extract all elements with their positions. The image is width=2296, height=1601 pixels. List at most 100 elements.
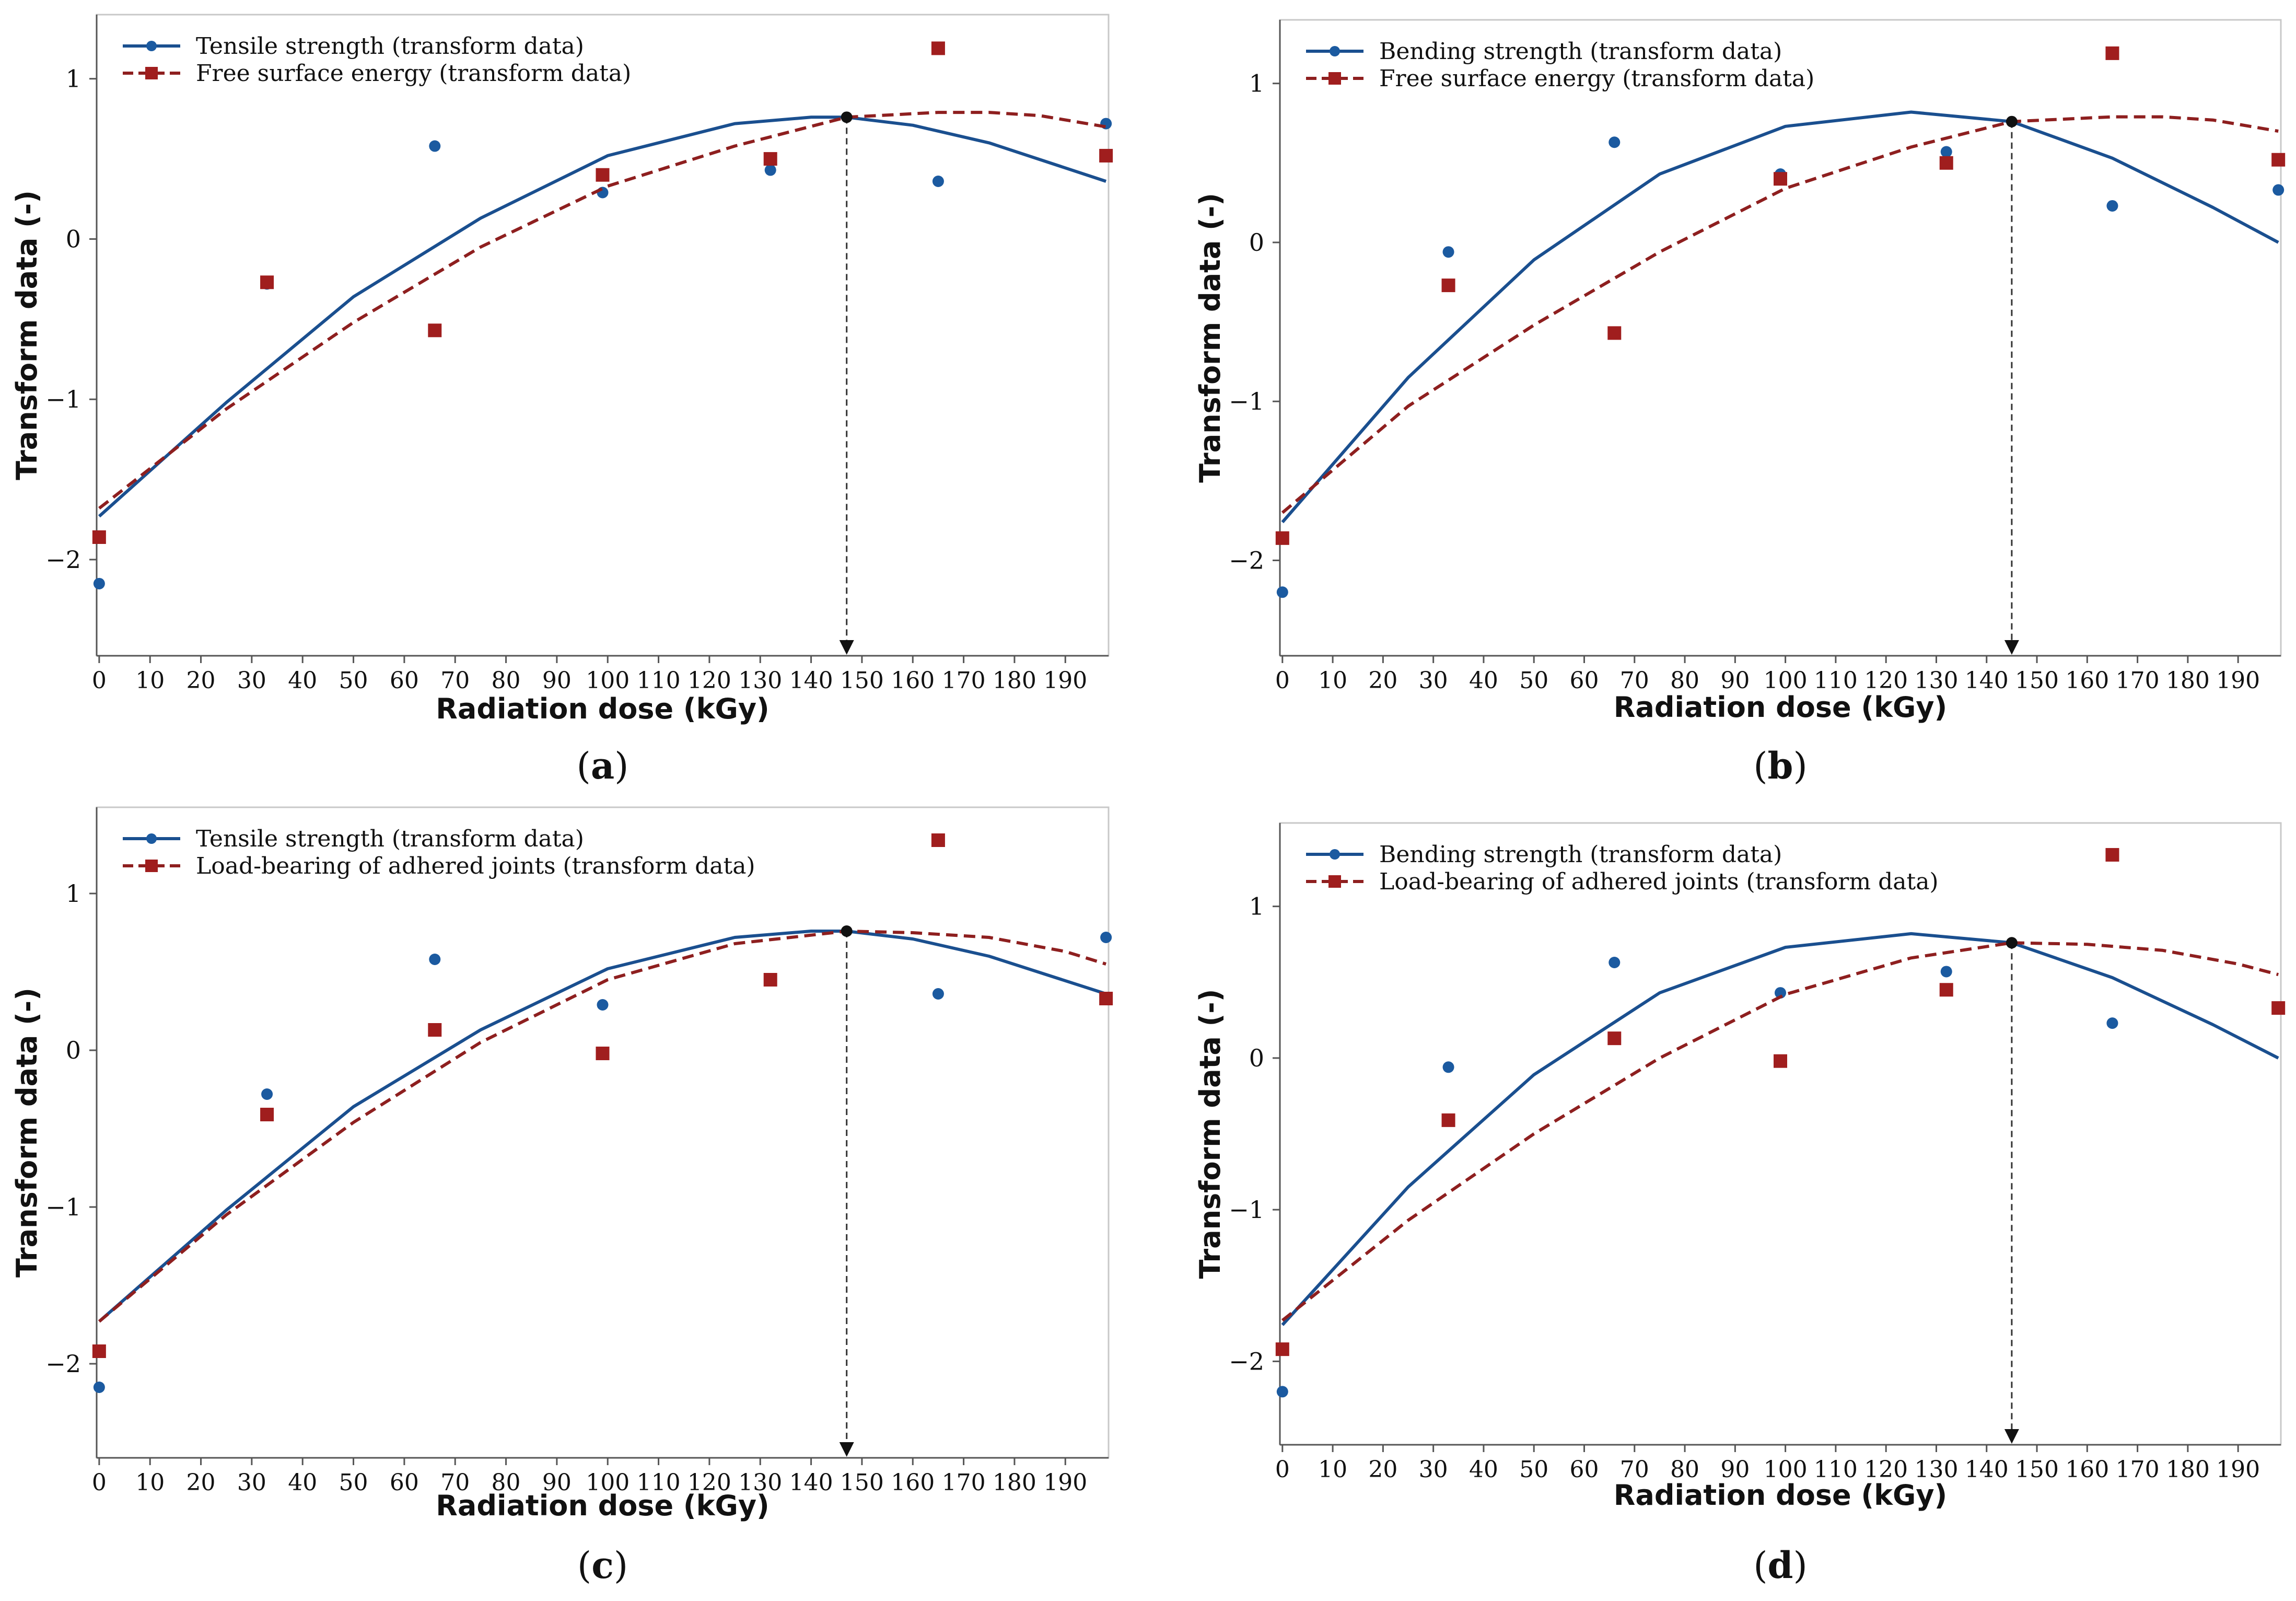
series-2-point — [1939, 156, 1953, 170]
x-tick-label: 70 — [1620, 1456, 1649, 1483]
x-tick-label: 130 — [738, 667, 782, 694]
series-2-point — [2105, 848, 2119, 862]
series-1-point — [2106, 1017, 2118, 1029]
series-2-point — [2271, 153, 2286, 167]
x-tick-label: 110 — [1814, 1456, 1858, 1483]
x-tick-label: 150 — [2015, 1456, 2059, 1483]
x-tick-label: 20 — [1368, 1456, 1397, 1483]
series-2-point — [2105, 46, 2119, 60]
legend-marker-1 — [146, 833, 157, 844]
x-tick-label: 170 — [2116, 1456, 2160, 1483]
series-1-point — [1276, 586, 1288, 598]
x-tick-label: 140 — [789, 1469, 833, 1496]
series-1-point — [1609, 957, 1621, 969]
series-2-point — [1607, 326, 1622, 340]
x-tick-label: 130 — [1914, 667, 1958, 694]
x-tick-label: 110 — [1814, 667, 1858, 694]
panel-label-open: ( — [1753, 745, 1767, 787]
x-tick-label: 40 — [1469, 667, 1498, 694]
series-1-fit-curve — [1281, 932, 2279, 1326]
x-tick-label: 170 — [942, 1469, 986, 1496]
x-tick-label: 30 — [1419, 667, 1448, 694]
optimum-arrow — [839, 1442, 854, 1457]
optimum-point — [2006, 115, 2018, 127]
panel-label-open: ( — [1753, 1544, 1767, 1587]
x-tick-label: 30 — [1419, 1456, 1448, 1483]
x-tick-label: 50 — [339, 1469, 368, 1496]
x-tick-label: 160 — [891, 667, 935, 694]
x-tick-label: 90 — [1720, 667, 1750, 694]
x-tick-label: 160 — [2065, 667, 2109, 694]
y-tick-label: −1 — [1229, 1196, 1264, 1224]
x-tick-label: 150 — [840, 667, 884, 694]
legend-entry-2: Load-bearing of adhered joints (transfor… — [196, 853, 755, 879]
x-tick-label: 60 — [390, 667, 419, 694]
panel-label-letter: a — [591, 744, 614, 787]
x-tick-label: 160 — [2065, 1456, 2109, 1483]
legend-marker-2 — [1328, 875, 1341, 888]
series-1-point — [429, 954, 441, 965]
x-tick-label: 60 — [390, 1469, 419, 1496]
x-tick-label: 140 — [1965, 667, 2009, 694]
x-tick-label: 70 — [440, 1469, 470, 1496]
legend-entry-2: Free surface energy (transform data) — [196, 60, 631, 87]
series-2-point — [1275, 1342, 1289, 1356]
optimum-point — [2006, 937, 2018, 949]
series-1-point — [1940, 146, 1952, 158]
series-1-fit-curve — [98, 115, 1107, 518]
series-1-point — [597, 999, 609, 1011]
series-2-point — [428, 1023, 442, 1037]
x-tick-label: 80 — [1670, 1456, 1699, 1483]
panel-label-open: ( — [577, 1544, 591, 1587]
x-tick-label: 120 — [687, 1469, 731, 1496]
legend-entry-1: Bending strength (transform data) — [1379, 38, 1782, 65]
series-2-point — [763, 152, 777, 166]
optimum-arrow — [2004, 640, 2019, 655]
x-tick-label: 10 — [135, 667, 165, 694]
x-tick-label: 60 — [1570, 1456, 1599, 1483]
panel-label-close: ) — [614, 1544, 628, 1587]
panel-label-letter: d — [1768, 1544, 1793, 1587]
x-tick-label: 180 — [993, 667, 1036, 694]
x-tick-label: 90 — [1720, 1456, 1750, 1483]
x-tick-label: 120 — [1864, 1456, 1908, 1483]
x-tick-label: 10 — [1318, 667, 1347, 694]
series-1-point — [932, 988, 944, 1000]
y-tick-label: 1 — [66, 879, 81, 908]
panel-label-close: ) — [1793, 1544, 1807, 1587]
y-axis-title: Transform data (-) — [10, 190, 43, 480]
series-2-point — [1939, 983, 1953, 997]
x-tick-label: 190 — [1043, 1469, 1087, 1496]
x-tick-label: 40 — [288, 667, 317, 694]
x-axis-title: Radiation dose (kGy) — [1614, 1479, 1947, 1512]
y-tick-label: −2 — [45, 1350, 81, 1378]
panel-label-close: ) — [1793, 745, 1807, 787]
series-2-point — [931, 833, 945, 847]
x-tick-label: 150 — [840, 1469, 884, 1496]
series-2-fit-curve — [1281, 115, 2279, 514]
x-tick-label: 130 — [1914, 1456, 1958, 1483]
x-tick-label: 120 — [1864, 667, 1908, 694]
series-2-point — [92, 1344, 106, 1358]
y-tick-label: −2 — [45, 546, 81, 574]
x-tick-label: 180 — [2166, 667, 2210, 694]
plot-frame — [96, 806, 1110, 1459]
x-tick-label: 100 — [1764, 667, 1808, 694]
y-tick-label: −1 — [45, 385, 81, 413]
series-2-fit-curve — [98, 111, 1106, 510]
series-2-point — [1275, 531, 1289, 545]
x-tick-label: 30 — [237, 1469, 266, 1496]
x-tick-label: 170 — [2116, 667, 2160, 694]
x-tick-label: 90 — [542, 1469, 572, 1496]
x-tick-label: 60 — [1570, 667, 1599, 694]
series-2-point — [596, 1047, 610, 1060]
panel-label-close: ) — [614, 745, 628, 787]
x-tick-label: 160 — [891, 1469, 935, 1496]
x-tick-label: 50 — [1519, 667, 1548, 694]
panel-label: (c) — [577, 1544, 628, 1587]
x-tick-label: 100 — [1764, 1456, 1808, 1483]
panel-label-letter: c — [591, 1544, 614, 1587]
x-tick-label: 40 — [288, 1469, 317, 1496]
series-1-point — [1442, 246, 1454, 258]
